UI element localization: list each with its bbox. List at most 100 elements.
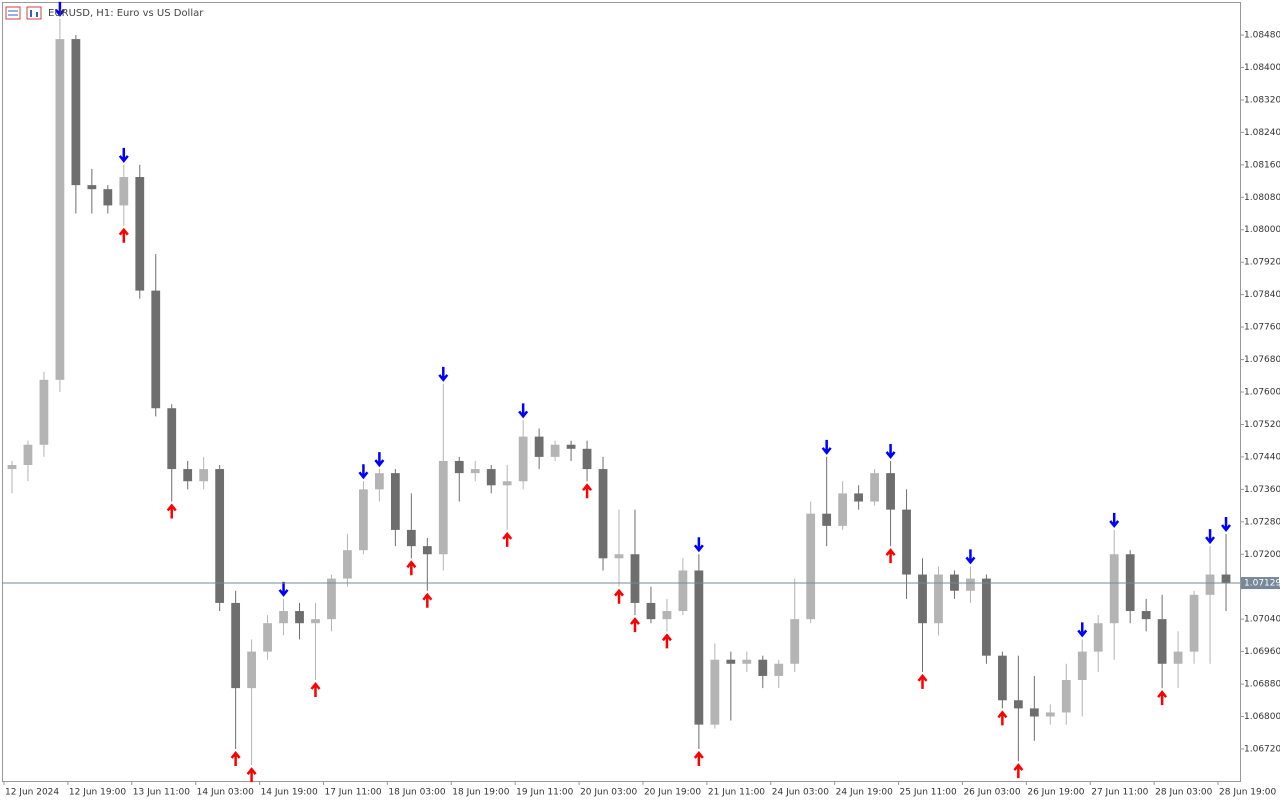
candle-body [486,469,496,486]
x-tick-label: 21 Jun 11:00 [708,788,765,798]
buy-arrow [1157,690,1168,706]
y-tick-label: 1.07360 [1244,485,1280,495]
candle-body [806,513,816,620]
x-tick-label: 27 Jun 11:00 [1091,788,1148,798]
candle-body [151,290,161,409]
y-tick-label: 1.07760 [1244,323,1280,333]
buy-arrow [917,673,928,689]
candle-body [982,578,991,656]
sell-arrow [374,452,385,468]
candle-body [710,659,720,725]
candle-body [1061,679,1071,713]
candle-body [997,655,1007,701]
candle-body [438,460,448,555]
candle-body [758,659,768,676]
x-tick-label: 26 Jun 03:00 [963,788,1020,798]
sell-arrow [821,439,832,455]
y-tick-label: 1.06720 [1244,744,1280,754]
sell-arrow [358,464,369,480]
y-tick-label: 1.06960 [1244,647,1280,657]
y-tick-label: 1.07280 [1244,517,1280,527]
candle-body [231,602,241,689]
candle-body [359,489,368,551]
y-tick-label: 1.07040 [1244,615,1280,625]
x-tick-label: 24 Jun 03:00 [772,788,829,798]
y-tick-label: 1.06800 [1244,712,1280,722]
candle-body [1045,712,1055,717]
buy-arrow [246,767,257,783]
candle-body [199,469,209,482]
candle-body [550,444,560,457]
candle-body [534,436,544,457]
x-tick-label: 25 Jun 11:00 [900,788,957,798]
buy-arrow [630,617,640,633]
sell-arrow [438,366,449,382]
icon-menu[interactable] [5,6,21,20]
candle-body [311,619,320,624]
candle-body [870,473,879,502]
y-tick-label: 1.08400 [1244,63,1280,73]
candle-body [1173,651,1183,664]
sell-arrow [965,549,976,565]
buy-arrow [406,560,417,576]
plot-frame [2,2,1241,782]
candle-body [263,623,272,652]
x-tick-label: 18 Jun 03:00 [388,788,445,798]
candle-body [502,481,512,486]
x-tick-label: 26 Jun 19:00 [1027,788,1084,798]
y-tick-label: 1.08160 [1244,160,1280,170]
sell-arrow [1221,516,1231,532]
y-tick-label: 1.08480 [1244,31,1280,41]
x-tick-label: 12 Jun 19:00 [69,788,126,798]
candle-body [742,659,752,664]
x-tick-label: 14 Jun 03:00 [197,788,254,798]
candle-body [1141,611,1151,620]
candle-body [343,550,352,579]
candle-body [662,611,672,620]
candle-body [934,574,943,624]
marks [7,1,1231,783]
candle-body [167,408,177,470]
sell-arrow [1077,622,1088,638]
candle-body [854,493,864,502]
candle-body [23,444,33,466]
icon-chart[interactable] [26,6,42,20]
price-label: 1.07129 [1244,579,1280,589]
candle-body [119,177,129,206]
candle-body [1189,594,1199,652]
candle-body [135,177,145,291]
candle-body [1013,700,1023,709]
candle-body [694,570,704,725]
candle-body [822,513,832,526]
y-tick-label: 1.08080 [1244,193,1280,203]
candle-body [966,578,975,591]
sell-arrow [1109,512,1120,528]
candle-body [295,611,304,624]
sell-arrow [693,537,704,553]
candle-body [790,619,800,664]
x-tick-label: 28 Jun 03:00 [1155,788,1212,798]
y-tick-label: 1.07920 [1244,258,1280,268]
sell-arrow [518,403,529,419]
candle-body [566,444,576,449]
x-tick-label: 18 Jun 19:00 [452,788,509,798]
buy-arrow [310,681,321,697]
buy-arrow [885,548,896,564]
candle-body [1093,623,1103,652]
y-tick-label: 1.06880 [1244,680,1280,690]
y-tick-label: 1.07520 [1244,420,1280,430]
candle-body [55,39,65,380]
candle-body [630,554,640,603]
buy-arrow [693,750,704,766]
buy-arrow [661,633,672,649]
candle-body [918,574,927,624]
candle-body [646,602,656,620]
buy-arrow [614,588,624,604]
y-tick-label: 1.07840 [1244,290,1280,300]
candle-body [886,473,895,510]
x-tick-label: 17 Jun 11:00 [324,788,381,798]
candle-body [454,460,464,474]
y-tick-label: 1.08000 [1244,225,1280,235]
candle-body [470,469,480,474]
